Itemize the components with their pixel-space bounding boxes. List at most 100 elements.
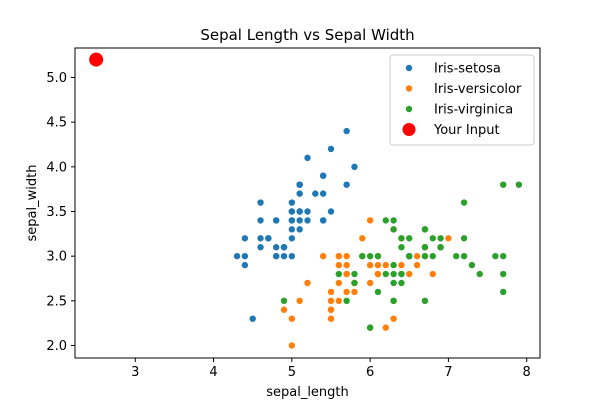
point-iris-virginica-8 — [421, 297, 429, 305]
point-iris-virginica-35 — [500, 252, 507, 260]
point-iris-setosa-29 — [265, 235, 272, 242]
point-iris-setosa-39 — [296, 217, 303, 224]
point-iris-versicolor-29 — [343, 288, 350, 296]
point-iris-virginica-38 — [366, 252, 374, 260]
point-iris-setosa-4 — [288, 199, 296, 206]
point-iris-setosa-42 — [241, 235, 249, 242]
point-iris-versicolor-40 — [327, 288, 335, 296]
point-iris-setosa-25 — [288, 252, 296, 260]
point-iris-versicolor-45 — [343, 252, 350, 260]
x-tick-label: 5 — [288, 365, 296, 380]
point-iris-virginica-7 — [468, 261, 476, 269]
y-axis-ticks: 2.0 2.5 3.0 3.5 4.0 4.5 5.0 — [46, 71, 75, 354]
legend: Iris-setosa Iris-versicolor Iris-virginica… — [389, 54, 535, 146]
point-iris-virginica-2 — [453, 252, 460, 260]
point-iris-versicolor-49 — [343, 270, 350, 278]
point-iris-versicolor-7 — [280, 306, 288, 313]
point-iris-versicolor-31 — [327, 306, 335, 313]
point-iris-versicolor-28 — [366, 261, 374, 269]
y-tick-label: 3.0 — [46, 250, 67, 265]
point-iris-setosa-14 — [351, 163, 358, 171]
point-iris-versicolor-18 — [382, 324, 389, 331]
point-iris-virginica-9 — [460, 199, 468, 206]
y-tick-label: 2.5 — [46, 294, 67, 309]
plot-area-frame — [74, 47, 541, 359]
point-iris-virginica-14 — [351, 270, 358, 278]
x-tick-label: 6 — [366, 365, 374, 380]
point-iris-versicolor-23 — [374, 270, 382, 278]
point-iris-versicolor-33 — [366, 279, 374, 287]
point-iris-virginica-30 — [476, 270, 483, 278]
point-iris-versicolor-42 — [351, 288, 358, 296]
point-iris-setosa-17 — [296, 208, 303, 215]
x-tick-label: 4 — [209, 365, 217, 380]
y-tick-label: 4.5 — [46, 116, 67, 131]
point-iris-setosa-8 — [241, 261, 249, 269]
point-iris-virginica-11 — [398, 279, 405, 287]
point-iris-setosa-37 — [280, 244, 288, 251]
point-iris-virginica-44 — [421, 252, 429, 260]
point-iris-setosa-33 — [327, 145, 335, 153]
point-iris-virginica-29 — [460, 252, 468, 260]
point-iris-setosa-22 — [257, 199, 264, 206]
point-iris-virginica-42 — [429, 235, 436, 242]
legend-marker — [405, 64, 413, 72]
point-iris-versicolor-38 — [335, 252, 343, 260]
point-iris-virginica-47 — [382, 217, 389, 224]
point-iris-virginica-46 — [406, 252, 413, 260]
point-iris-virginica-5 — [492, 252, 499, 260]
point-iris-virginica-10 — [406, 235, 413, 242]
point-iris-setosa-38 — [241, 252, 249, 260]
x-tick-label: 7 — [444, 365, 452, 380]
point-iris-setosa-43 — [288, 208, 296, 215]
point-iris-setosa-49 — [288, 226, 296, 233]
y-tick-label: 4.0 — [46, 160, 67, 175]
x-axis-ticks: 3 4 5 6 7 8 — [131, 358, 531, 380]
point-iris-versicolor-19 — [335, 297, 343, 305]
point-iris-virginica-36 — [390, 217, 397, 224]
point-iris-setosa-18 — [343, 181, 350, 188]
point-iris-virginica-3 — [390, 261, 397, 269]
point-iris-versicolor-35 — [366, 217, 374, 224]
point-iris-setosa-46 — [296, 181, 303, 188]
point-iris-virginica-22 — [500, 270, 507, 278]
point-iris-virginica-37 — [398, 244, 405, 251]
point-iris-setosa-23 — [296, 226, 303, 233]
y-tick-label: 5.0 — [46, 71, 67, 86]
point-iris-virginica-21 — [335, 270, 343, 278]
chart-title: Sepal Length vs Sepal Width — [200, 26, 414, 44]
x-tick-label: 8 — [523, 365, 531, 380]
point-iris-virginica-34 — [374, 288, 382, 296]
point-iris-virginica-13 — [343, 297, 350, 305]
point-iris-virginica-48 — [359, 252, 366, 260]
point-iris-versicolor-10 — [288, 342, 296, 349]
point-iris-setosa-31 — [319, 217, 327, 224]
point-iris-virginica-45 — [390, 297, 397, 305]
point-iris-virginica-40 — [421, 244, 429, 251]
point-iris-virginica-18 — [500, 288, 507, 296]
point-iris-virginica-12 — [429, 252, 436, 260]
point-iris-versicolor-46 — [343, 261, 350, 269]
point-iris-virginica-1 — [351, 279, 358, 287]
legend-marker — [405, 105, 413, 113]
y-axis-label: sepal_width — [25, 165, 40, 242]
point-iris-virginica-26 — [382, 270, 389, 278]
point-iris-setosa-30 — [272, 244, 280, 251]
point-iris-virginica-43 — [421, 226, 429, 233]
legend-box — [389, 54, 535, 146]
point-iris-virginica-27 — [374, 252, 382, 260]
point-iris-setosa-16 — [319, 172, 327, 179]
x-tick-label: 3 — [131, 365, 139, 380]
point-iris-versicolor-24 — [398, 261, 405, 269]
point-iris-versicolor-44 — [335, 279, 343, 287]
point-iris-versicolor-25 — [413, 252, 421, 260]
point-iris-versicolor-3 — [327, 315, 335, 322]
point-iris-virginica-6 — [280, 297, 288, 305]
point-iris-versicolor-39 — [327, 297, 335, 305]
point-iris-versicolor-48 — [296, 297, 303, 305]
legend-label: Iris-versicolor — [434, 82, 522, 97]
point-iris-setosa-3 — [257, 244, 264, 251]
point-iris-setosa-10 — [319, 190, 327, 197]
point-iris-versicolor-20 — [359, 235, 366, 242]
y-tick-label: 3.5 — [46, 205, 67, 220]
